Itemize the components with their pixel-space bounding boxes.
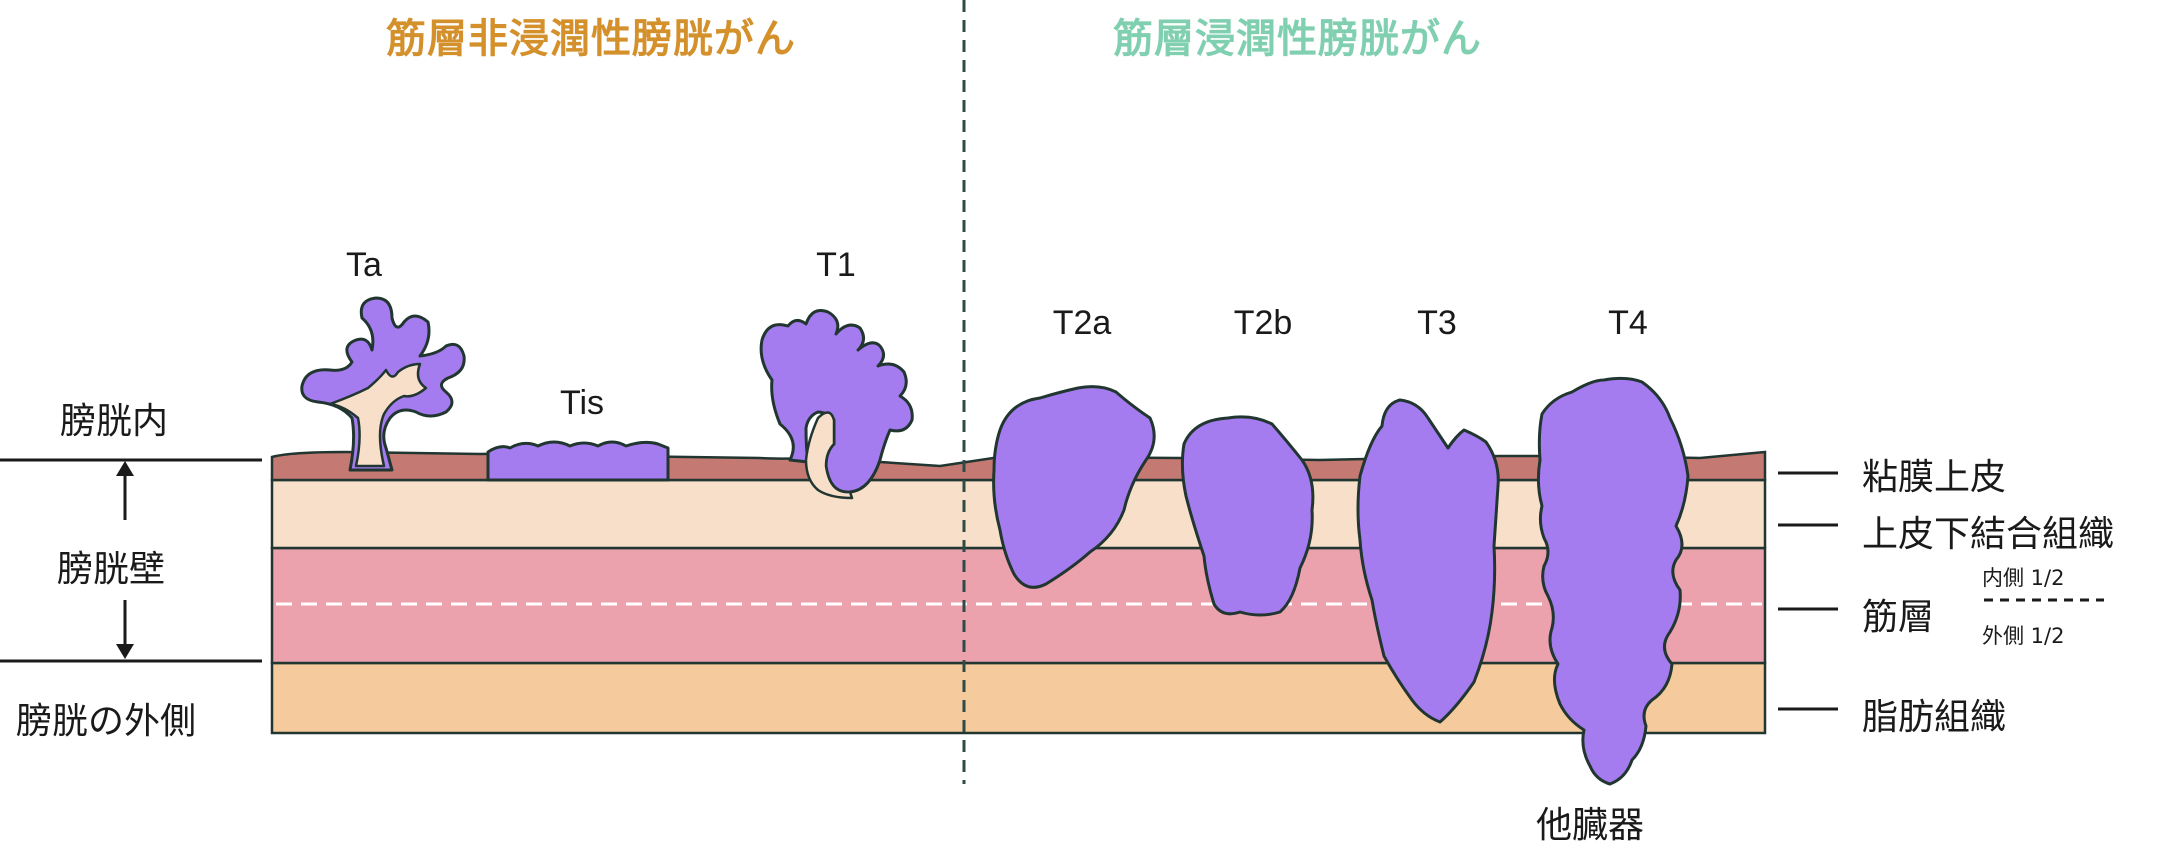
stage-label-t4: T4: [1608, 304, 1648, 342]
tumor-ta-core: [328, 362, 428, 468]
label-fat: 脂肪組織: [1862, 697, 2007, 738]
label-mucosa: 粘膜上皮: [1862, 457, 2007, 498]
stage-label-t2b: T2b: [1234, 304, 1293, 342]
tumor-t4: [1536, 376, 1690, 786]
label-outside: 膀胱の外側: [16, 701, 197, 742]
arrow-down-head: [116, 644, 134, 659]
tumor-t3: [1356, 398, 1500, 724]
tumor-tis: [486, 440, 670, 482]
label-lamina-propria: 上皮下結合組織: [1862, 514, 2115, 555]
label-muscle-inner-half: 内側 1/2: [1982, 566, 2065, 590]
stage-label-t2a: T2a: [1053, 304, 1112, 342]
label-muscle: 筋層: [1862, 597, 1935, 638]
header-non-invasive: 筋層非浸潤性膀胱がん: [386, 16, 796, 62]
label-lumen: 膀胱内: [60, 401, 169, 442]
label-wall: 膀胱壁: [57, 549, 166, 590]
arrow-up-head: [116, 461, 134, 476]
header-invasive: 筋層浸潤性膀胱がん: [1113, 16, 1482, 62]
stage-label-tis: Tis: [560, 384, 604, 422]
stage-label-t3: T3: [1417, 304, 1457, 342]
tumor-t2b: [1180, 415, 1315, 617]
stage-label-ta: Ta: [346, 246, 382, 284]
fat-layer: [270, 661, 1767, 735]
label-muscle-outer-half: 外側 1/2: [1982, 624, 2065, 648]
stage-label-t1: T1: [816, 246, 856, 284]
tumor-t2a: [992, 385, 1156, 589]
label-other-organs: 他臓器: [1536, 805, 1645, 846]
tumor-t1-stalk: [804, 411, 854, 500]
